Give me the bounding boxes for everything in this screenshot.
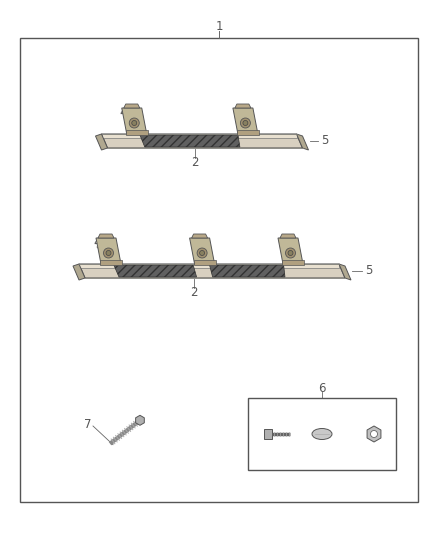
Text: 3: 3 bbox=[186, 136, 193, 149]
Polygon shape bbox=[136, 415, 144, 425]
Text: 3: 3 bbox=[242, 266, 250, 279]
Polygon shape bbox=[124, 104, 140, 108]
Circle shape bbox=[103, 248, 113, 258]
Bar bbox=[20, 38, 418, 502]
Polygon shape bbox=[190, 238, 215, 264]
Circle shape bbox=[197, 248, 207, 258]
Text: 5: 5 bbox=[365, 264, 373, 278]
Polygon shape bbox=[191, 234, 208, 238]
Text: 4: 4 bbox=[289, 236, 297, 248]
Polygon shape bbox=[98, 234, 114, 238]
Polygon shape bbox=[114, 265, 197, 277]
Text: 1: 1 bbox=[215, 20, 223, 34]
Polygon shape bbox=[122, 108, 147, 134]
Bar bbox=[100, 260, 122, 265]
Text: 6: 6 bbox=[318, 382, 326, 394]
Polygon shape bbox=[102, 134, 297, 138]
Text: 2: 2 bbox=[191, 156, 199, 168]
Text: 4: 4 bbox=[195, 236, 202, 248]
Polygon shape bbox=[235, 104, 251, 108]
Circle shape bbox=[286, 248, 296, 258]
Text: 3: 3 bbox=[151, 266, 159, 279]
Bar bbox=[282, 260, 304, 265]
Bar bbox=[126, 130, 148, 135]
Text: 4: 4 bbox=[93, 236, 101, 248]
Circle shape bbox=[106, 251, 111, 255]
Text: 5: 5 bbox=[321, 134, 328, 148]
Bar bbox=[248, 398, 396, 470]
Circle shape bbox=[129, 118, 139, 128]
Text: 2: 2 bbox=[191, 286, 198, 298]
Circle shape bbox=[243, 120, 248, 125]
Bar bbox=[237, 130, 259, 135]
Text: 4: 4 bbox=[242, 106, 250, 118]
Polygon shape bbox=[280, 234, 296, 238]
Polygon shape bbox=[233, 108, 258, 134]
Polygon shape bbox=[95, 134, 107, 150]
Bar bbox=[194, 260, 215, 265]
Text: 4: 4 bbox=[119, 106, 127, 118]
Bar bbox=[264, 429, 272, 439]
Polygon shape bbox=[367, 426, 381, 442]
Circle shape bbox=[371, 431, 378, 438]
Polygon shape bbox=[140, 135, 240, 147]
Circle shape bbox=[240, 118, 251, 128]
Circle shape bbox=[200, 251, 205, 255]
Polygon shape bbox=[102, 134, 303, 148]
Polygon shape bbox=[339, 264, 351, 280]
Text: 7: 7 bbox=[84, 418, 92, 432]
Circle shape bbox=[288, 251, 293, 255]
Polygon shape bbox=[79, 264, 345, 278]
Ellipse shape bbox=[312, 429, 332, 440]
Circle shape bbox=[132, 120, 137, 125]
Polygon shape bbox=[278, 238, 303, 264]
Polygon shape bbox=[209, 265, 285, 277]
Polygon shape bbox=[96, 238, 121, 264]
Polygon shape bbox=[297, 134, 308, 150]
Polygon shape bbox=[79, 264, 339, 268]
Polygon shape bbox=[73, 264, 85, 280]
